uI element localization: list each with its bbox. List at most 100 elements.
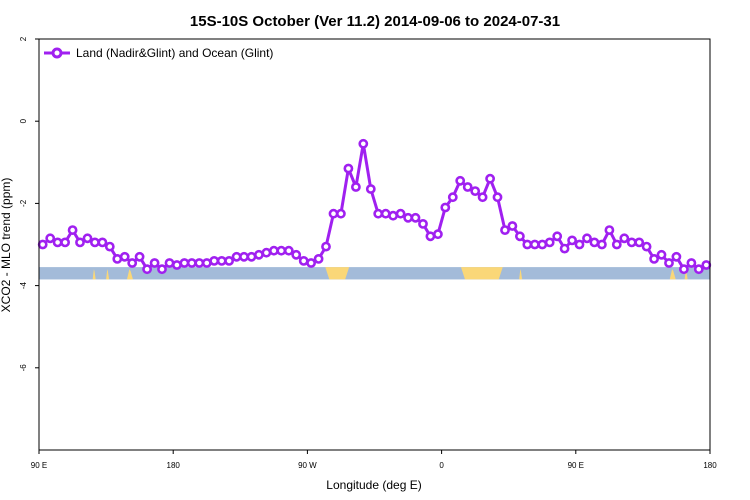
data-point [388,210,398,221]
data-point [693,264,704,275]
data-point [462,182,473,192]
data-point [149,258,160,268]
data-point [626,237,637,248]
land-segment-3 [325,267,350,280]
data-point [701,260,712,270]
land-segment-4 [460,267,503,280]
ocean-band [39,267,710,280]
data-point [611,239,622,250]
x-axis-ticks: 90 E 180 90 W 0 90 E 180 [31,450,717,470]
x-tick-label: 180 [167,461,181,470]
data-point [574,239,585,250]
data-point [447,192,458,203]
data-point [470,186,481,196]
data-point [679,264,689,275]
data-point [634,237,645,248]
land-segment-0 [92,269,96,280]
y-tick-label: 2 [19,36,28,41]
data-point [641,241,652,252]
data-point [127,258,138,268]
data-point [90,237,100,248]
data-point [52,237,63,248]
data-point [425,231,436,242]
data-point [142,264,152,275]
data-point [589,237,600,248]
data-point [119,251,130,262]
data-point [552,231,563,242]
y-tick-label: -2 [19,199,28,207]
data-point [373,208,384,219]
data-point [418,218,428,229]
data-point [395,208,406,219]
data-point [455,175,466,186]
data-point [500,225,510,235]
data-point [410,212,421,223]
legend: Land (Nadir&Glint) and Ocean (Glint) [44,46,273,60]
x-tick-label: 180 [703,461,717,470]
data-point [37,239,48,250]
data-point [619,233,630,244]
data-point [365,184,376,194]
x-tick-label: 0 [439,461,444,470]
data-point [104,241,115,252]
data-point [60,237,70,248]
data-point [507,221,518,231]
data-point [604,225,615,235]
data-point [544,237,555,248]
data-point [253,249,264,260]
land-segment-7 [684,269,688,280]
data-point [171,260,182,270]
data-point [134,251,145,262]
data-points [37,138,712,275]
data-point [45,233,56,244]
data-point [515,231,525,242]
series-line-0 [41,142,708,271]
x-axis-label: Longitude (deg E) [326,478,421,492]
land-ocean-band [39,267,710,280]
data-point [567,235,577,246]
data-point [276,245,287,256]
data-point [343,163,354,174]
data-point [529,239,540,250]
data-point [246,251,257,262]
data-point [522,239,533,250]
data-point [283,245,294,256]
data-point [671,251,682,262]
land-segment-2 [126,269,133,280]
y-axis-label: XCO2 - MLO trend (ppm) [0,178,13,313]
data-point [261,247,272,258]
data-point [664,258,674,268]
data-point [440,202,451,213]
y-tick-label: 0 [19,118,28,123]
data-point [97,237,108,248]
y-tick-label: -6 [19,364,28,372]
plot-frame [38,38,711,451]
land-segment-1 [106,269,110,280]
data-point [492,192,503,203]
x-tick-label: 90 E [568,461,584,470]
data-point [335,208,346,219]
legend-label: Land (Nadir&Glint) and Ocean (Glint) [76,46,273,60]
data-point [432,229,443,240]
data-point [380,208,391,219]
data-point [649,253,659,264]
y-axis-ticks: 2 0 -2 -4 -6 [19,36,39,371]
data-point [164,258,175,268]
data-point [686,258,697,268]
data-point [306,258,316,268]
data-point [224,255,234,266]
x-tick-label: 90 W [298,461,317,470]
data-point [559,243,570,254]
land-segment-6 [669,269,676,280]
data-point [157,264,167,275]
y-tick-label: -4 [19,281,28,289]
legend-marker [51,47,63,59]
data-point [239,251,249,262]
data-point [656,249,667,260]
data-point [194,258,205,268]
data-point [82,233,93,244]
land-segment-5 [519,269,523,280]
data-point [186,258,197,268]
data-point [75,237,85,248]
